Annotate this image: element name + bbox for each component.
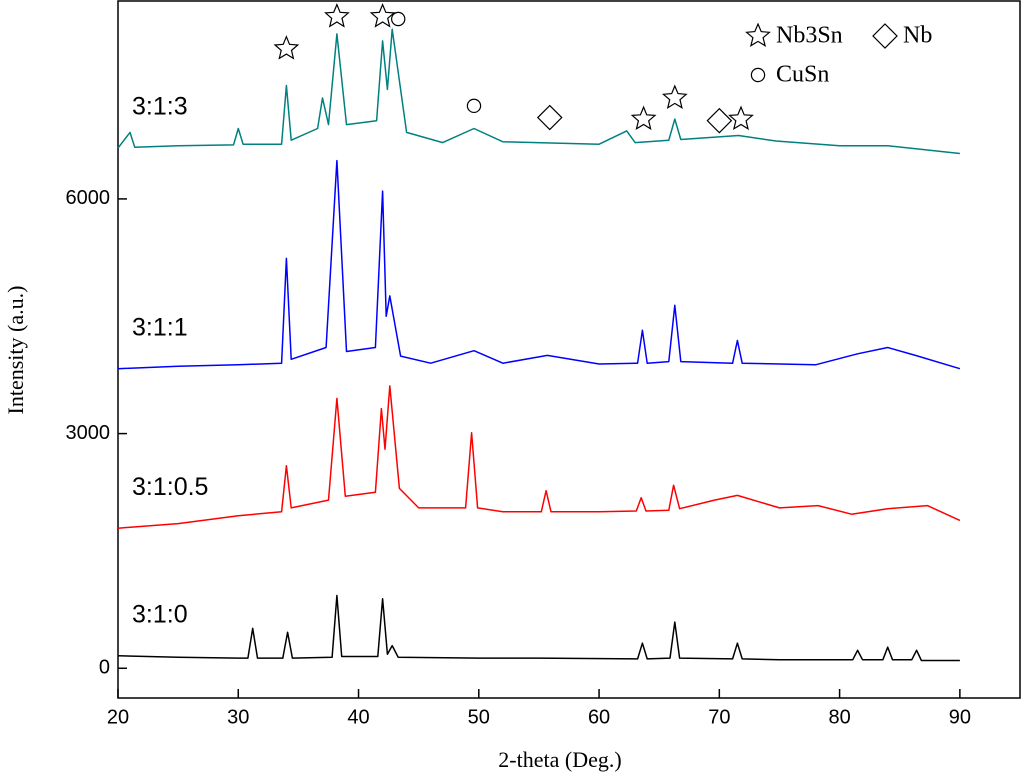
- legend-label: Nb3Sn: [776, 23, 843, 49]
- legend-symbol: [750, 67, 766, 83]
- x-axis-title: 2-theta (Deg.): [498, 747, 621, 772]
- legend-symbol: [745, 22, 771, 47]
- peak-marker: [728, 105, 754, 131]
- plot-frame: [117, 0, 1021, 699]
- x-tick-label: 20: [107, 706, 129, 728]
- x-tick-label: 40: [347, 706, 369, 728]
- y-tick-label: 0: [99, 657, 110, 679]
- x-tick-label: 90: [949, 706, 971, 728]
- legend-label: Nb: [903, 23, 932, 49]
- series-label: 3:1:3: [132, 93, 188, 121]
- series-line: [117, 28, 960, 155]
- peak-marker: [630, 105, 657, 131]
- peak-marker: [536, 104, 563, 131]
- series-line: [117, 385, 961, 529]
- series-label: 3:1:0.5: [132, 473, 208, 501]
- x-tick-label: 60: [588, 706, 610, 728]
- series-line: [117, 594, 960, 662]
- peak-marker: [324, 3, 350, 28]
- peak-marker: [661, 84, 688, 109]
- series-line: [117, 159, 961, 370]
- legend-label: CuSn: [776, 62, 829, 88]
- x-tick-label: 50: [468, 706, 490, 728]
- y-tick-label: 6000: [66, 187, 111, 209]
- series-label: 3:1:1: [132, 313, 188, 341]
- peak-marker: [273, 35, 300, 60]
- x-tick-label: 70: [708, 706, 730, 728]
- series-label: 3:1:0: [132, 600, 188, 628]
- y-axis-title: Intensity (a.u.): [3, 286, 28, 415]
- x-tick-label: 80: [828, 706, 850, 728]
- legend-symbol: [872, 23, 898, 49]
- x-tick-label: 30: [227, 706, 249, 728]
- peak-marker: [706, 107, 733, 134]
- peak-marker: [369, 3, 396, 28]
- y-tick-label: 3000: [66, 422, 111, 444]
- peak-marker: [466, 98, 482, 114]
- peak-marker: [391, 11, 406, 27]
